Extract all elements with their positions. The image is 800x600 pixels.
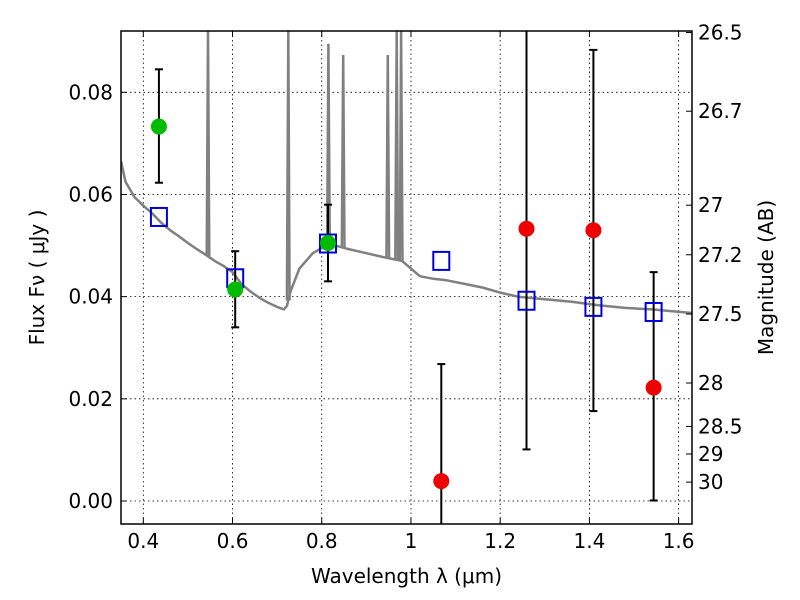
- x-tick-label: 0.6: [217, 529, 249, 553]
- green-data-point: [227, 281, 244, 298]
- y-tick-label: 0.06: [68, 182, 113, 206]
- right-tick-label: 26.5: [698, 21, 743, 45]
- red-data-point: [645, 379, 662, 396]
- model-square-point: [517, 290, 536, 311]
- plot-frame: [120, 30, 693, 525]
- spectrum-spike: [385, 54, 391, 259]
- y-axis-title-right: Magnitude (AB): [754, 200, 778, 355]
- red-data-point: [585, 222, 602, 239]
- x-tick-label: 0.4: [127, 529, 159, 553]
- red-data-point: [518, 220, 535, 237]
- x-tick-label: 1.6: [663, 529, 695, 553]
- ticks: 0.4 0.6 0.8 1 1.2 1.4 1.6 0.00 0.02 0.04 0.06 0.08 2…: [68, 21, 742, 553]
- right-tick-label: 29: [698, 442, 723, 466]
- right-tick-label: 26.7: [698, 99, 743, 123]
- right-tick-label: 27: [698, 193, 723, 217]
- red-data-point: [433, 473, 450, 490]
- markers: [149, 118, 663, 490]
- spectrum-spike: [205, 31, 211, 257]
- model-square-point: [584, 296, 603, 317]
- grid: [121, 31, 692, 524]
- y-tick-label: 0.00: [68, 489, 113, 513]
- x-tick-label: 0.8: [306, 529, 338, 553]
- right-tick-label: 27.5: [698, 302, 743, 326]
- spectrum-spike: [285, 31, 291, 301]
- y-tick-label: 0.04: [68, 285, 113, 309]
- right-tick-label: 27.2: [698, 243, 743, 267]
- x-tick-label: 1: [405, 529, 418, 553]
- y-tick-label: 0.08: [68, 80, 113, 104]
- x-tick-label: 1.2: [484, 529, 516, 553]
- green-data-point: [150, 118, 167, 135]
- right-tick-label: 28: [698, 371, 723, 395]
- y-axis-title-left: Flux Fν ( μJy ): [25, 210, 49, 346]
- model-square-point: [149, 206, 168, 227]
- spectrum-spike: [340, 54, 346, 248]
- spectrum-line: [121, 161, 692, 315]
- model-square-point: [644, 301, 663, 322]
- spectrum-spike: [325, 43, 332, 247]
- x-tick-label: 1.4: [573, 529, 605, 553]
- spectrum-series: [121, 31, 692, 315]
- right-tick-label: 28.5: [698, 414, 743, 438]
- spectrum-spike: [394, 31, 400, 260]
- y-tick-label: 0.02: [68, 387, 113, 411]
- green-data-point: [319, 235, 336, 252]
- x-axis-title: Wavelength λ (μm): [311, 564, 502, 588]
- right-tick-label: 30: [698, 470, 723, 494]
- model-square-point: [318, 233, 337, 254]
- model-square-point: [432, 250, 451, 271]
- spectrum-spike: [398, 31, 404, 261]
- errorbars: [154, 31, 658, 524]
